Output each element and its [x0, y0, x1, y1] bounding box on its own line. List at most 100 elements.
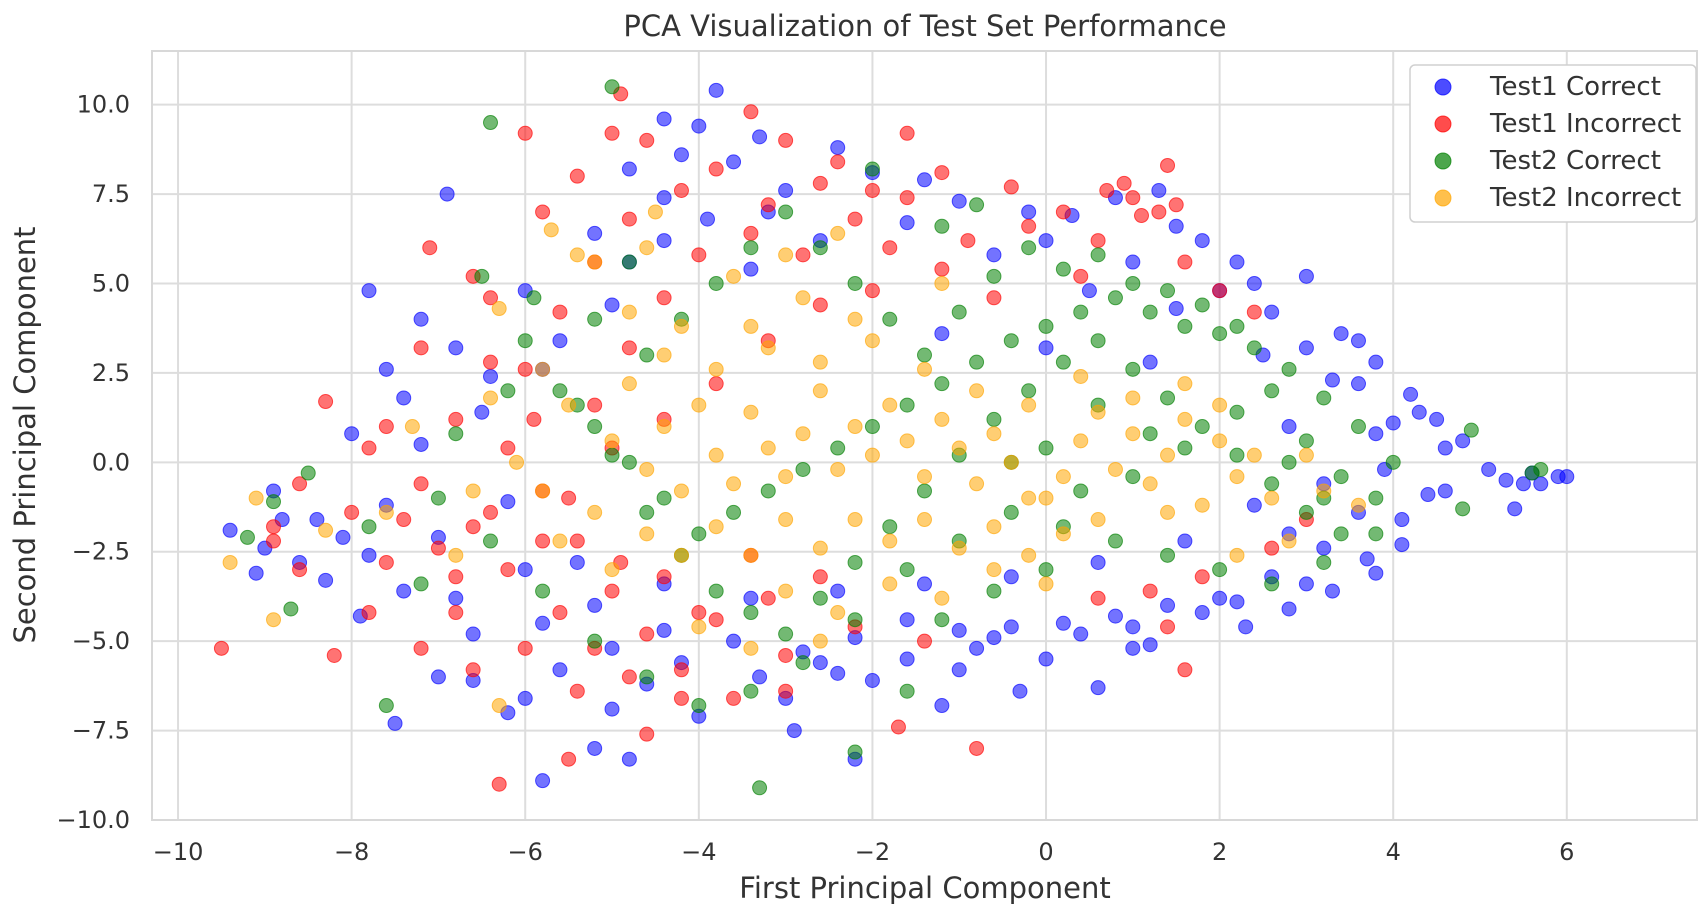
scatter-point — [673, 662, 689, 678]
scatter-point — [1194, 233, 1210, 249]
scatter-point — [934, 275, 950, 291]
y-tick-labels: −10.0 −7.5 −5.0 −2.5 0.0 2.5 5.0 7.5 10.0 — [56, 91, 130, 834]
scatter-point — [587, 504, 603, 520]
scatter-point — [474, 268, 490, 284]
x-tick-label: 0 — [1038, 838, 1053, 866]
scatter-point — [344, 426, 360, 442]
scatter-point — [1168, 301, 1184, 317]
scatter-point — [448, 411, 464, 427]
series-test2-incorrect — [222, 204, 1366, 714]
scatter-point — [673, 483, 689, 499]
scatter-point — [561, 397, 577, 413]
scatter-point — [1003, 619, 1019, 635]
scatter-point — [726, 476, 742, 492]
scatter-point — [917, 347, 932, 363]
scatter-point — [673, 182, 689, 198]
scatter-point — [1160, 390, 1176, 406]
scatter-point — [413, 436, 429, 452]
scatter-point — [465, 519, 481, 535]
scatter-point — [448, 340, 464, 356]
scatter-point — [1350, 376, 1366, 392]
scatter-point — [1246, 340, 1262, 356]
scatter-point — [283, 601, 299, 617]
scatter-point — [1212, 590, 1228, 606]
scatter-point — [483, 290, 499, 306]
scatter-point — [1212, 562, 1228, 578]
scatter-point — [899, 612, 915, 628]
scatter-point — [1055, 261, 1071, 277]
scatter-point — [1437, 440, 1453, 456]
scatter-point — [691, 247, 707, 263]
scatter-point — [830, 440, 846, 456]
scatter-point — [778, 512, 794, 528]
scatter-point — [882, 240, 898, 256]
scatter-point — [483, 368, 499, 384]
scatter-point — [361, 440, 377, 456]
scatter-point — [1133, 208, 1149, 224]
scatter-point — [1125, 426, 1141, 442]
scatter-point — [621, 669, 637, 685]
scatter-point — [1333, 326, 1349, 342]
scatter-point — [1021, 240, 1037, 256]
scatter-point — [1177, 411, 1193, 427]
scatter-point — [1107, 533, 1123, 549]
scatter-point — [413, 311, 429, 327]
scatter-point — [760, 590, 776, 606]
scatter-point — [1168, 218, 1184, 234]
scatter-point — [1107, 461, 1123, 477]
scatter-point — [430, 669, 446, 685]
scatter-point — [743, 590, 759, 606]
scatter-point — [812, 569, 828, 585]
legend-marker-test1-correct — [1434, 78, 1452, 96]
scatter-point — [1463, 422, 1479, 438]
x-tick-label: −8 — [334, 838, 369, 866]
scatter-point — [960, 233, 976, 249]
scatter-point — [708, 361, 724, 377]
scatter-point — [864, 283, 880, 299]
scatter-point — [830, 461, 846, 477]
scatter-point — [483, 504, 499, 520]
scatter-point — [986, 247, 1002, 263]
scatter-point — [1246, 497, 1262, 513]
scatter-point — [1073, 483, 1089, 499]
scatter-point — [934, 218, 950, 234]
scatter-point — [378, 419, 394, 435]
scatter-point — [213, 640, 229, 656]
scatter-point — [292, 562, 308, 578]
scatter-point — [222, 554, 238, 570]
scatter-point — [1194, 497, 1210, 513]
scatter-point — [986, 519, 1002, 535]
x-tick-label: −4 — [681, 838, 716, 866]
scatter-point — [569, 554, 585, 570]
scatter-point — [951, 662, 967, 678]
scatter-point — [899, 215, 915, 231]
scatter-point — [1021, 397, 1037, 413]
plot-frame — [151, 50, 1698, 821]
scatter-point — [1081, 283, 1097, 299]
scatter-point — [691, 605, 707, 621]
scatter-point — [847, 512, 863, 528]
scatter-point — [465, 626, 481, 642]
scatter-point — [1107, 290, 1123, 306]
scatter-point — [847, 612, 863, 628]
scatter-point — [890, 719, 906, 735]
scatter-point — [396, 583, 412, 599]
scatter-point — [708, 519, 724, 535]
x-tick-label: 2 — [1212, 838, 1227, 866]
scatter-point — [1368, 490, 1384, 506]
scatter-point — [587, 633, 603, 649]
scatter-point — [1298, 268, 1314, 284]
scatter-point — [378, 698, 394, 714]
scatter-point — [639, 726, 655, 742]
scatter-point — [934, 261, 950, 277]
scatter-point — [517, 361, 533, 377]
scatter-point — [1151, 182, 1167, 198]
x-axis-label: First Principal Component — [739, 871, 1110, 905]
scatter-point — [986, 290, 1002, 306]
scatter-point — [378, 554, 394, 570]
scatter-point — [1350, 419, 1366, 435]
scatter-point — [673, 147, 689, 163]
scatter-point — [864, 182, 880, 198]
scatter-point — [986, 268, 1002, 284]
y-tick-label: 10.0 — [77, 91, 130, 119]
